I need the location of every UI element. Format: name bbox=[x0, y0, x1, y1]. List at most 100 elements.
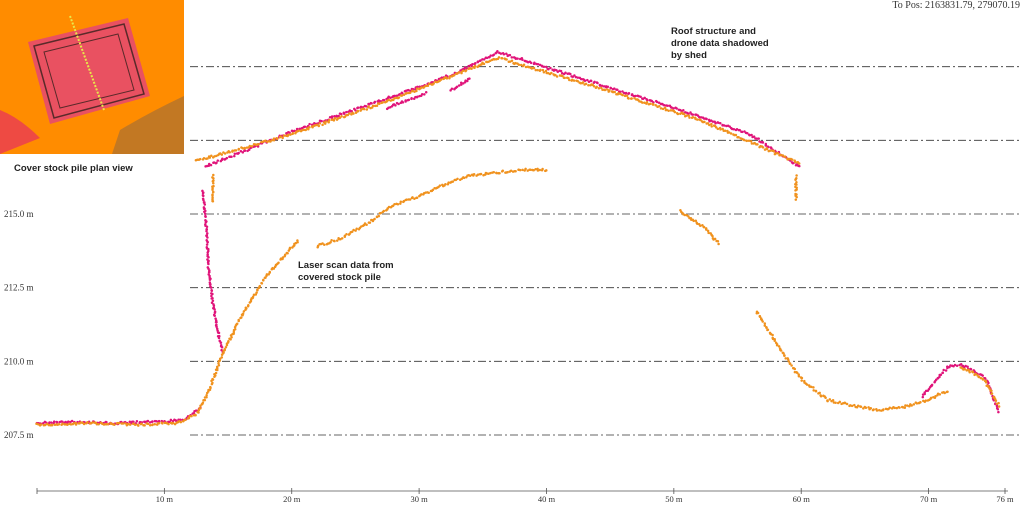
laser-point bbox=[143, 424, 146, 427]
laser-point bbox=[333, 239, 336, 243]
laser-point bbox=[756, 143, 759, 146]
laser-point bbox=[255, 291, 258, 294]
drone-point bbox=[942, 368, 945, 372]
drone-point bbox=[583, 79, 587, 83]
drone-point bbox=[939, 373, 943, 376]
drone-point bbox=[964, 364, 967, 368]
drone-point bbox=[423, 93, 426, 96]
annotation-plan-view: Cover stock pile plan view bbox=[14, 163, 133, 174]
laser-point bbox=[184, 418, 187, 421]
laser-point bbox=[853, 403, 856, 407]
drone-point bbox=[996, 407, 1000, 411]
laser-point bbox=[606, 88, 609, 91]
drone-point bbox=[440, 76, 444, 79]
laser-point bbox=[203, 398, 207, 402]
drone-point bbox=[682, 109, 685, 112]
laser-point bbox=[268, 270, 272, 274]
laser-point bbox=[327, 118, 331, 122]
laser-point bbox=[296, 239, 299, 242]
laser-point bbox=[717, 242, 720, 246]
laser-point bbox=[692, 219, 695, 223]
laser-point bbox=[420, 193, 423, 196]
laser-point bbox=[61, 422, 64, 426]
laser-point bbox=[828, 398, 832, 401]
laser-point bbox=[476, 173, 480, 176]
laser-point bbox=[282, 134, 286, 137]
drone-point bbox=[672, 107, 675, 110]
laser-point bbox=[555, 75, 559, 78]
laser-point bbox=[532, 169, 535, 172]
drone-point bbox=[632, 94, 635, 98]
laser-point bbox=[415, 87, 419, 90]
drone-point bbox=[521, 58, 524, 62]
laser-point bbox=[281, 256, 285, 259]
drone-point bbox=[564, 71, 567, 75]
drone-point bbox=[547, 67, 550, 71]
laser-point bbox=[898, 406, 901, 409]
drone-point bbox=[213, 314, 216, 317]
laser-point bbox=[415, 89, 418, 93]
drone-point bbox=[748, 134, 751, 137]
laser-point bbox=[710, 125, 713, 128]
laser-point bbox=[750, 142, 754, 145]
laser-point bbox=[439, 78, 443, 81]
drone-point bbox=[732, 128, 736, 131]
drone-point bbox=[202, 207, 206, 211]
laser-point bbox=[581, 81, 585, 84]
laser-point bbox=[777, 345, 781, 348]
laser-point bbox=[230, 336, 233, 339]
drone-point bbox=[657, 101, 661, 105]
drone-point bbox=[536, 63, 540, 66]
laser-point bbox=[413, 90, 416, 94]
laser-point bbox=[199, 407, 202, 410]
shed-footprint bbox=[28, 18, 150, 124]
laser-point bbox=[521, 168, 524, 172]
laser-point bbox=[373, 217, 376, 221]
drone-point bbox=[308, 122, 311, 126]
laser-point bbox=[797, 162, 801, 165]
laser-point bbox=[658, 105, 661, 108]
laser-point bbox=[723, 129, 727, 133]
laser-point bbox=[968, 371, 971, 374]
laser-point bbox=[335, 239, 339, 242]
drone-point bbox=[995, 404, 999, 408]
laser-point bbox=[685, 114, 688, 117]
drone-point bbox=[474, 62, 477, 65]
laser-point bbox=[541, 167, 544, 171]
drone-point bbox=[465, 66, 469, 70]
drone-point bbox=[407, 98, 411, 102]
drone-point bbox=[203, 203, 207, 206]
drone-point bbox=[560, 72, 564, 75]
laser-point bbox=[50, 423, 54, 426]
laser-point bbox=[794, 198, 798, 201]
laser-point bbox=[117, 421, 121, 425]
laser-point bbox=[834, 401, 837, 405]
drone-point bbox=[953, 363, 957, 367]
laser-point bbox=[448, 75, 452, 78]
laser-point bbox=[659, 107, 663, 110]
laser-point bbox=[329, 241, 332, 244]
laser-point bbox=[761, 320, 764, 323]
laser-point bbox=[943, 391, 946, 395]
drone-point bbox=[204, 221, 208, 224]
ground-patch bbox=[112, 96, 184, 154]
laser-point bbox=[826, 399, 829, 403]
laser-point bbox=[509, 169, 513, 173]
edge-patch bbox=[0, 110, 40, 154]
laser-point bbox=[167, 422, 170, 426]
drone-point bbox=[691, 113, 695, 116]
drone-point bbox=[205, 229, 208, 233]
annotation-roof: Roof structure and drone data shadowed b… bbox=[671, 26, 769, 62]
laser-point bbox=[665, 108, 668, 112]
laser-point bbox=[72, 422, 76, 425]
drone-point bbox=[921, 395, 925, 399]
drone-point bbox=[499, 52, 503, 55]
laser-point bbox=[356, 109, 360, 113]
laser-point bbox=[201, 401, 205, 404]
drone-point bbox=[212, 304, 216, 307]
drone-point bbox=[288, 131, 291, 134]
laser-point bbox=[348, 112, 351, 115]
laser-point bbox=[257, 142, 260, 146]
drone-point bbox=[927, 388, 931, 391]
laser-point bbox=[218, 359, 222, 362]
